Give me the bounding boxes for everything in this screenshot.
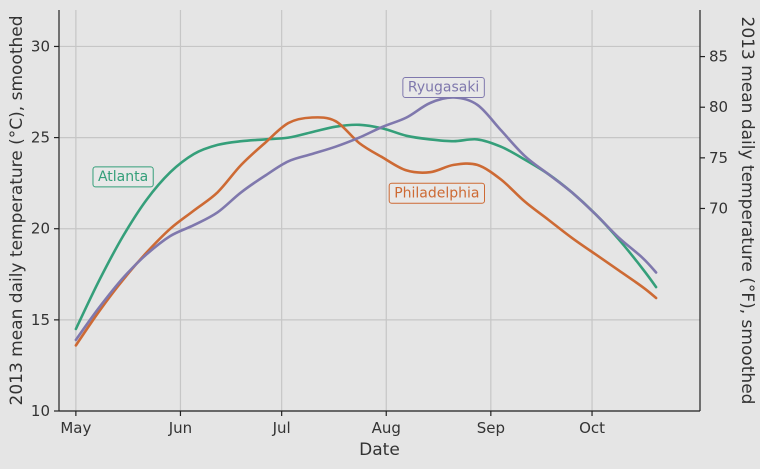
y-tick-label-left: 20 [31,220,50,238]
ticks: 10 15 20 25 30 May Jun Jul Aug Sep Oct 70 75 80 85 [31,37,728,437]
series-label-box [402,77,485,99]
y-tick-label-left: 25 [31,129,50,147]
x-tick-label: Jun [168,419,192,437]
series [74,96,658,347]
series-labels: Atlanta Philadelphia Ryugasaki [92,77,486,204]
y-tick-label-left: 30 [31,37,50,55]
y-tick-label-left: 15 [31,311,50,329]
y-tick-label-right: 85 [709,48,728,66]
grid [59,10,700,412]
series-label-text: Ryugasaki [408,80,479,96]
series-line-ryugasaki [74,96,658,342]
series-line-philadelphia [74,116,658,347]
x-tick-label: Aug [372,419,401,437]
series-label-text: Atlanta [98,169,148,185]
series-label-text: Philadelphia [394,185,479,201]
y-tick-label-right: 75 [709,149,728,167]
x-tick-label: Oct [579,419,605,437]
y-axis-title-right: 2013 mean daily temperature (°F), smooth… [737,17,757,405]
series-label-ryugasaki: Ryugasaki [402,77,485,99]
y-tick-label-left: 10 [31,402,50,420]
y-tick-label-right: 70 [709,199,728,217]
y-axis-title-left: 2013 mean daily temperature (°C), smooth… [7,15,27,405]
series-label-philadelphia: Philadelphia [388,182,486,204]
x-axis-title: Date [359,440,400,460]
y-tick-label-right: 80 [709,98,728,116]
series-label-box [388,182,486,204]
x-tick-label: May [60,419,91,437]
x-tick-label: Sep [477,419,505,437]
axes [58,10,701,412]
x-tick-label: Jul [272,419,291,437]
series-label-box [92,166,154,188]
series-label-atlanta: Atlanta [92,166,154,188]
